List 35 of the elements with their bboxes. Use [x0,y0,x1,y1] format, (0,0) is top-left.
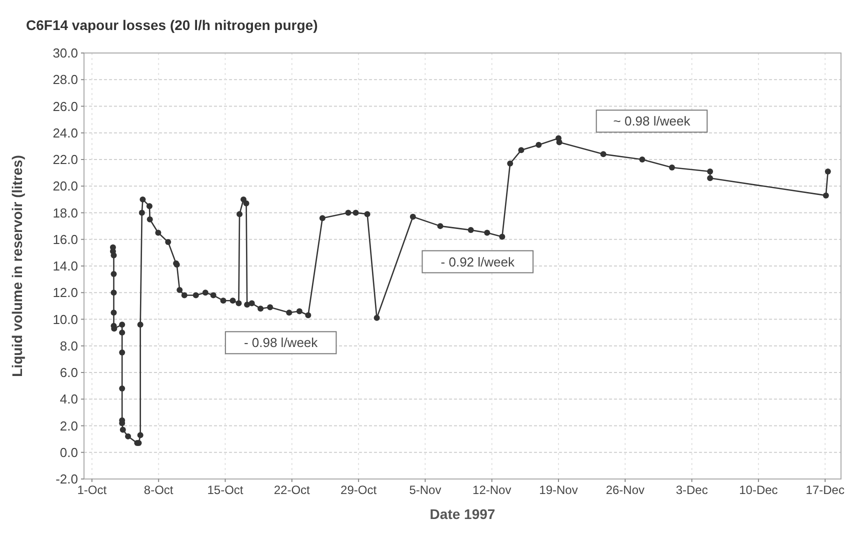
annotation: - 0.92 l/week [440,254,515,270]
annotation: ~ 0.98 l/week [613,114,691,129]
x-tick-label: 15-Oct [207,483,244,497]
x-axis-title: Date 1997 [430,506,496,522]
y-tick-label: 12.0 [52,285,78,300]
y-tick-label: 20.0 [52,178,78,194]
y-tick-label: 2.0 [60,418,78,434]
y-tick-label: 26.0 [52,98,78,114]
y-tick-label: 30.0 [52,46,78,61]
annotation: - 0.98 l/week [244,335,318,350]
y-tick-label: 6.0 [60,365,78,380]
y-tick-label: 18.0 [52,205,78,220]
y-tick-label: 24.0 [52,125,78,140]
y-tick-label: 0.0 [60,444,78,460]
x-tick-label: 29-Oct [340,483,378,497]
x-tick-label: 26-Nov [606,483,645,497]
y-tick-label: 8.0 [60,338,78,354]
y-tick-label: 28.0 [52,72,78,88]
x-tick-label: 10-Dec [739,483,778,497]
chart-title: C6F14 vapour losses (20 l/h nitrogen purge) [26,17,318,33]
x-tick-label: 8-Oct [144,483,174,497]
y-tick-label: 16.0 [52,232,78,247]
y-tick-label: 10.0 [52,312,78,327]
x-tick-label: 17-Dec [806,483,844,497]
y-tick-label: 22.0 [52,152,78,168]
y-axis-title: Liquid volume in reservoir (litres) [9,155,25,377]
x-tick-label: 5-Nov [409,483,442,497]
x-tick-label: 12-Nov [472,483,512,497]
y-tick-label: 14.0 [52,258,78,274]
x-tick-label: 22-Oct [274,483,311,497]
x-tick-label: 19-Nov [539,483,578,497]
x-tick-label: 1-Oct [77,483,108,497]
x-tick-label: 3-Dec [676,483,708,497]
y-tick-label: -2.0 [56,472,78,487]
y-tick-label: 4.0 [60,392,78,407]
